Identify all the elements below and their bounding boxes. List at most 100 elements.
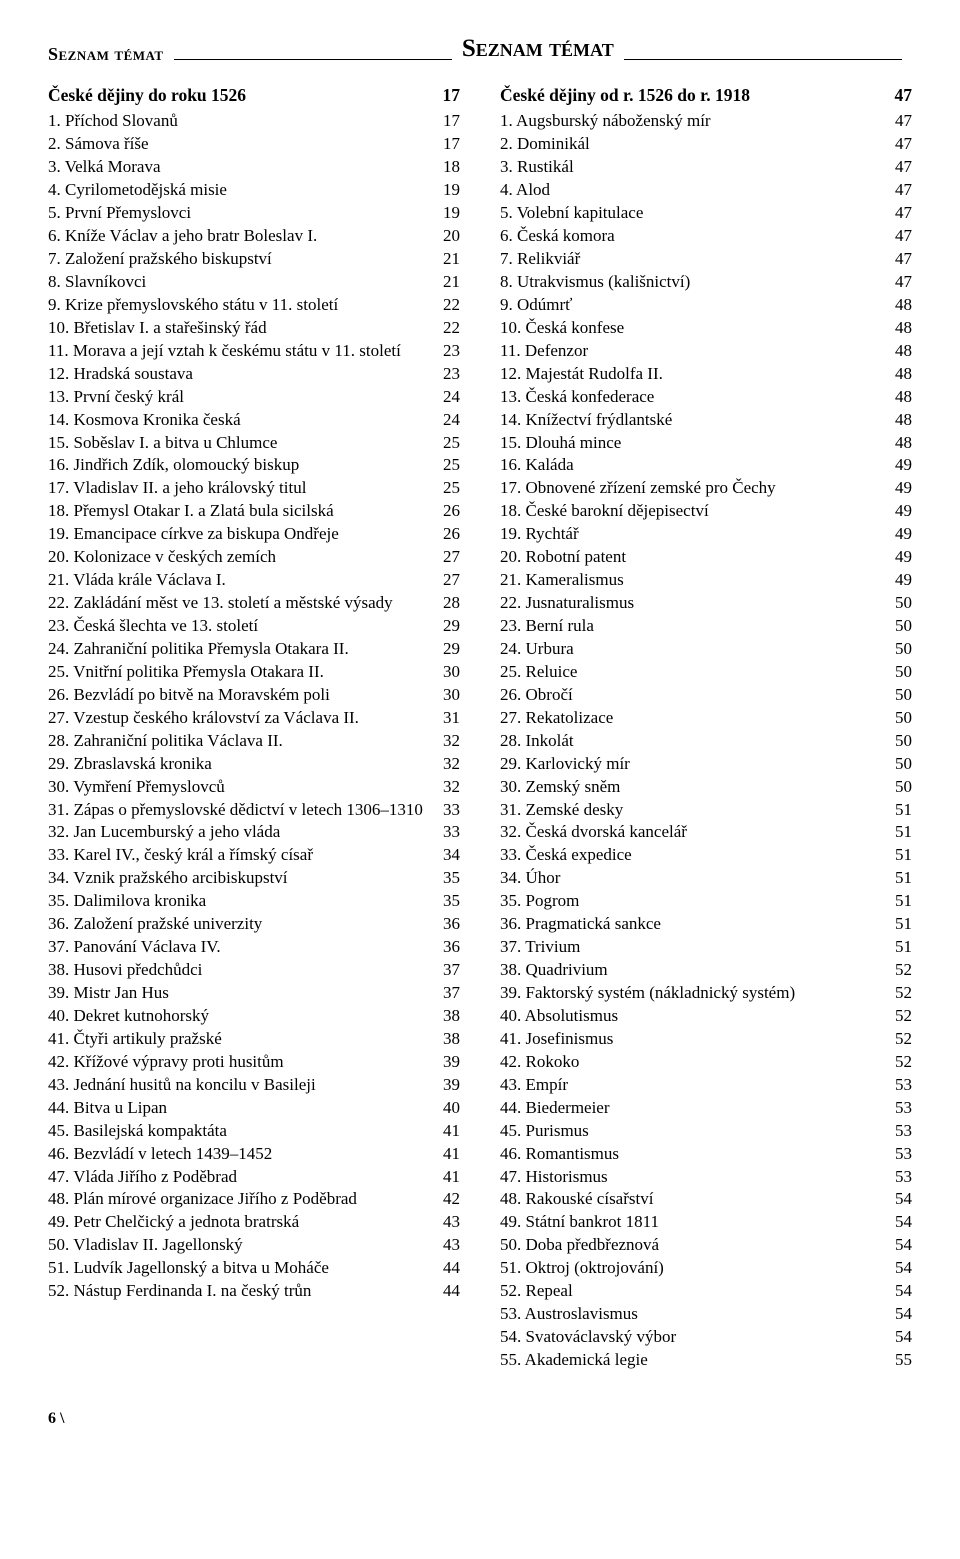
toc-label: 12. Majestát Rudolfa II. [500,363,878,386]
toc-page: 48 [878,294,912,317]
toc-row: 16. Jindřich Zdík, olomoucký biskup25 [48,454,460,477]
toc-row: 32. Česká dvorská kancelář51 [500,821,912,844]
toc-page: 36 [426,913,460,936]
toc-label: 39. Mistr Jan Hus [48,982,426,1005]
toc-row: 22. Zakládání měst ve 13. století a měst… [48,592,460,615]
toc-label: 22. Zakládání měst ve 13. století a měst… [48,592,426,615]
toc-page: 54 [878,1257,912,1280]
toc-label: 31. Zemské desky [500,799,878,822]
toc-row: 35. Dalimilova kronika35 [48,890,460,913]
toc-page: 47 [878,202,912,225]
toc-label: 15. Soběslav I. a bitva u Chlumce [48,432,426,455]
toc-row: 54. Svatováclavský výbor54 [500,1326,912,1349]
toc-row: 40. Absolutismus52 [500,1005,912,1028]
toc-page: 39 [426,1074,460,1097]
toc-label: 55. Akademická legie [500,1349,878,1372]
toc-label: 50. Vladislav II. Jagellonský [48,1234,426,1257]
toc-row: 20. Robotní patent49 [500,546,912,569]
toc-label: 36. Pragmatická sankce [500,913,878,936]
header-rule-right [624,59,902,60]
toc-row: 23. Česká šlechta ve 13. století29 [48,615,460,638]
toc-row: 31. Zápas o přemyslovské dědictví v lete… [48,799,460,822]
page-number: 6 \ [48,1408,912,1430]
toc-page: 53 [878,1166,912,1189]
toc-page: 49 [878,546,912,569]
toc-page: 17 [426,133,460,156]
toc-page: 49 [878,569,912,592]
toc-label: 19. Emancipace církve za biskupa Ondřeje [48,523,426,546]
toc-page: 20 [426,225,460,248]
toc-page: 29 [426,638,460,661]
toc-row: 45. Purismus53 [500,1120,912,1143]
toc-label: 9. Odúmrť [500,294,878,317]
toc-label: 43. Jednání husitů na koncilu v Basileji [48,1074,426,1097]
toc-label: 45. Basilejská kompaktáta [48,1120,426,1143]
toc-page: 41 [426,1143,460,1166]
toc-label: 27. Rekatolizace [500,707,878,730]
toc-page: 42 [426,1188,460,1211]
toc-row: 1. Příchod Slovanů17 [48,110,460,133]
header-row: Seznam témat Seznam témat [48,36,912,70]
toc-row: 46. Bezvládí v letech 1439–145241 [48,1143,460,1166]
toc-label: 52. Repeal [500,1280,878,1303]
toc-row: 9. Odúmrť48 [500,294,912,317]
toc-page: 36 [426,936,460,959]
toc-row: 18. Přemysl Otakar I. a Zlatá bula sicil… [48,500,460,523]
toc-row: 21. Vláda krále Václava I.27 [48,569,460,592]
toc-label: 41. Josefinismus [500,1028,878,1051]
toc-label: 44. Biedermeier [500,1097,878,1120]
toc-page: 47 [878,179,912,202]
toc-label: 21. Vláda krále Václava I. [48,569,426,592]
toc-label: 44. Bitva u Lipan [48,1097,426,1120]
toc-label: 48. Rakouské císařství [500,1188,878,1211]
toc-label: 36. Založení pražské univerzity [48,913,426,936]
toc-row: 8. Slavníkovci21 [48,271,460,294]
toc-row: 49. Petr Chelčický a jednota bratrská43 [48,1211,460,1234]
toc-page: 51 [878,867,912,890]
toc-label: 12. Hradská soustava [48,363,426,386]
toc-label: 24. Zahraniční politika Přemysla Otakara… [48,638,426,661]
toc-label: 26. Bezvládí po bitvě na Moravském poli [48,684,426,707]
toc-page: 24 [426,386,460,409]
toc-row: 32. Jan Lucemburský a jeho vláda33 [48,821,460,844]
toc-page: 43 [426,1234,460,1257]
toc-label: 1. Augsburský náboženský mír [500,110,878,133]
toc-page: 50 [878,684,912,707]
toc-label: 7. Relikviář [500,248,878,271]
toc-label: 16. Kaláda [500,454,878,477]
toc-page: 41 [426,1120,460,1143]
toc-label: 46. Romantismus [500,1143,878,1166]
toc-row: 13. První český král24 [48,386,460,409]
toc-page: 53 [878,1120,912,1143]
toc-page: 41 [426,1166,460,1189]
toc-row: 24. Urbura50 [500,638,912,661]
toc-label: 35. Pogrom [500,890,878,913]
toc-label: 45. Purismus [500,1120,878,1143]
toc-row: 51. Oktroj (oktrojování)54 [500,1257,912,1280]
toc-row: 33. Česká expedice51 [500,844,912,867]
toc-row: 27. Vzestup českého království za Václav… [48,707,460,730]
toc-page: 52 [878,982,912,1005]
toc-page: 30 [426,661,460,684]
toc-label: 42. Křížové výpravy proti husitům [48,1051,426,1074]
toc-row: 33. Karel IV., český král a římský císař… [48,844,460,867]
toc-label: 10. Břetislav I. a stařešinský řád [48,317,426,340]
toc-row: 35. Pogrom51 [500,890,912,913]
toc-page: 18 [426,156,460,179]
toc-row: 51. Ludvík Jagellonský a bitva u Moháče4… [48,1257,460,1280]
toc-label: 26. Obročí [500,684,878,707]
toc-row: 55. Akademická legie55 [500,1349,912,1372]
toc-label: 54. Svatováclavský výbor [500,1326,878,1349]
header-rule-left [174,59,452,60]
toc-page: 47 [878,271,912,294]
toc-label: 25. Reluice [500,661,878,684]
toc-row: 20. Kolonizace v českých zemích27 [48,546,460,569]
toc-label: 40. Absolutismus [500,1005,878,1028]
toc-row: 5. Volební kapitulace47 [500,202,912,225]
toc-page: 25 [426,477,460,500]
toc-page: 22 [426,317,460,340]
toc-page: 43 [426,1211,460,1234]
toc-label: 2. Dominikál [500,133,878,156]
toc-label: 11. Defenzor [500,340,878,363]
toc-row: 50. Vladislav II. Jagellonský43 [48,1234,460,1257]
